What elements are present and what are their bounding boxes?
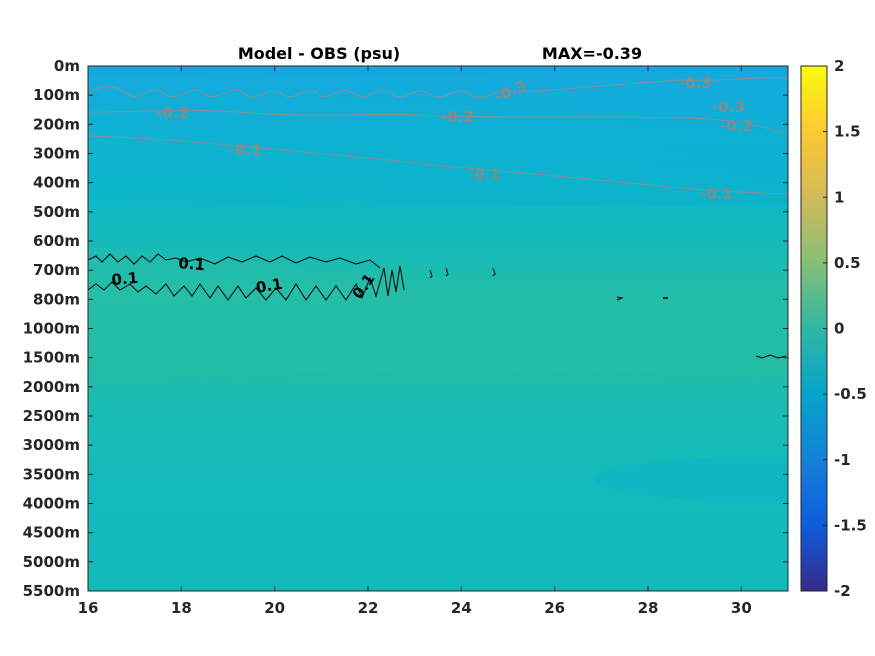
deep-minimum [595, 457, 788, 501]
colorbar-tick-label: 1 [834, 188, 844, 206]
y-tick-label: 500m [33, 203, 80, 221]
contour-label: -0.1 [468, 166, 501, 184]
contour-label: -0.3 [712, 98, 745, 116]
colorbar-ticks: 2 1.5 1 0.5 0 -0.5 -1 -1.5 -2 [823, 57, 867, 600]
contour-0-1-islet [429, 269, 433, 279]
contour-label: -0.2 [720, 117, 753, 135]
y-tick-label: 600m [33, 232, 80, 250]
y-tick-label: 3000m [23, 436, 80, 454]
contour-lines [88, 77, 788, 359]
x-tick-label: 28 [638, 599, 659, 617]
y-axis: 0m 100m 200m 300m 400m 500m 600m 700m 800m 1000m 1… [23, 57, 788, 600]
y-tick-label: 4500m [23, 524, 80, 542]
x-tick-label: 30 [731, 599, 752, 617]
contour-label: -0.3 [679, 74, 712, 92]
y-tick-label: 5000m [23, 553, 80, 571]
field-right-shading [88, 66, 788, 206]
y-tick-label: 2500m [23, 407, 80, 425]
colorbar-tick-label: 0 [834, 320, 844, 338]
colorbar-tick-label: -1 [834, 451, 851, 469]
contour-minus-0-2 [88, 109, 788, 135]
contour-minus-0-3 [88, 77, 788, 98]
y-tick-label: 300m [33, 145, 80, 163]
band-0-1-lower [88, 310, 788, 385]
y-tick-label: 5500m [23, 582, 80, 600]
x-tick-label: 24 [451, 599, 472, 617]
contour-label: -0.1 [700, 185, 733, 203]
x-tick-label: 22 [358, 599, 379, 617]
contour-0-1-lower [88, 265, 405, 301]
y-tick-label: 800m [33, 290, 80, 308]
contour-0-1-islet [445, 267, 449, 277]
y-tick-label: 2000m [23, 378, 80, 396]
y-tick-label: 1500m [23, 349, 80, 367]
x-tick-label: 16 [78, 599, 99, 617]
colorbar-tick-label: -0.5 [834, 385, 867, 403]
contour-label: 0.1 [178, 254, 206, 274]
plot-area [88, 66, 788, 591]
contour-label: 0.1 [255, 275, 284, 297]
x-tick-label: 18 [171, 599, 192, 617]
band-minus-0-3 [88, 66, 788, 120]
contour-label: -0.2 [441, 108, 474, 126]
colorbar: 2 1.5 1 0.5 0 -0.5 -1 -1.5 -2 [800, 57, 867, 600]
colorbar-tick-label: 0.5 [834, 254, 861, 272]
contour-minus-0-1 [88, 135, 788, 195]
y-tick-label: 1000m [23, 320, 80, 338]
contour-label: -0.2 [156, 104, 189, 122]
y-tick-label: 100m [33, 86, 80, 104]
contour-0-1-islet [616, 296, 624, 301]
y-tick-label: 700m [33, 261, 80, 279]
y-tick-label: 400m [33, 174, 80, 192]
contour-0-1-islet [492, 267, 496, 277]
contour-label: -0.1 [229, 141, 262, 159]
y-tick-label: 200m [33, 115, 80, 133]
contour-label: 0.1 [111, 269, 139, 289]
x-axis: 16 18 20 22 24 26 28 30 [78, 66, 752, 617]
colorbar-tick-label: 2 [834, 57, 844, 75]
chart-title: Model - OBS (psu) [238, 44, 400, 63]
contour-0-1-upper [88, 253, 381, 269]
contour-0-1-islet [755, 354, 787, 359]
colorbar-tick-label: 1.5 [834, 123, 861, 141]
y-tick-label: 4000m [23, 495, 80, 513]
y-tick-label: 3500m [23, 465, 80, 483]
x-tick-label: 20 [264, 599, 285, 617]
x-tick-label: 26 [544, 599, 565, 617]
max-label: MAX=-0.39 [542, 44, 642, 63]
y-tick-label: 0m [54, 57, 80, 75]
band-minus-0-3-top [88, 66, 788, 85]
colorbar-tick-label: -1.5 [834, 516, 867, 534]
surface-band [88, 66, 788, 74]
colorbar-tick-label: -2 [834, 582, 851, 600]
colorbar-gradient [800, 65, 828, 592]
